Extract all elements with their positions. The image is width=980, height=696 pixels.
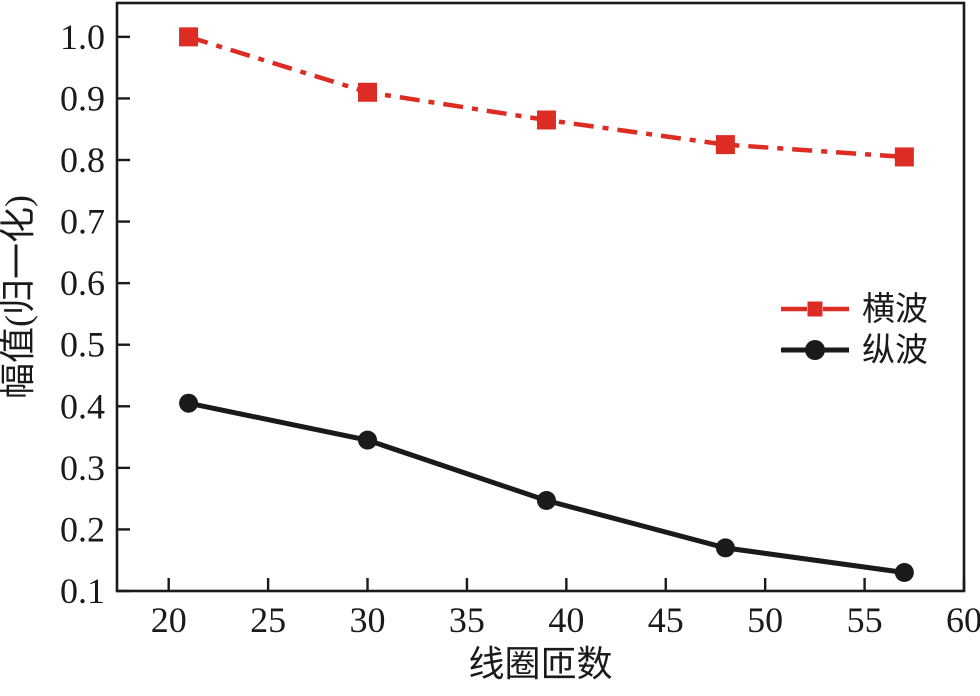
series-line <box>188 400 905 576</box>
data-point-circle <box>715 538 735 558</box>
data-point-square <box>715 135 735 155</box>
legend-item: 横波 <box>781 291 928 328</box>
x-tick-label: 55 <box>847 600 883 640</box>
series-纵波 <box>179 393 914 583</box>
series-group <box>179 27 914 583</box>
x-tick-label: 50 <box>747 600 783 640</box>
data-point-square <box>894 147 914 167</box>
y-axis-title: 幅值(归一化) <box>0 195 38 399</box>
y-tick-label: 0.3 <box>60 448 105 488</box>
series-横波 <box>179 27 914 167</box>
legend-label: 纵波 <box>862 332 928 369</box>
data-point-square <box>807 301 823 317</box>
data-point-circle <box>358 430 378 450</box>
x-tick-label: 20 <box>151 600 187 640</box>
y-axis-ticks: 0.1 0.2 0.3 0.4 0.5 0.6 0.7 0.8 0.9 1.0 <box>60 17 130 611</box>
data-point-circle <box>805 340 825 360</box>
data-point-circle <box>536 490 556 510</box>
plot-border <box>115 1 966 593</box>
data-point-circle <box>894 563 914 583</box>
y-tick-label: 0.5 <box>60 325 105 365</box>
y-tick-label: 0.7 <box>60 202 105 242</box>
series-line <box>187 34 905 160</box>
y-tick-label: 1.0 <box>60 17 105 57</box>
data-point-square <box>536 110 556 130</box>
y-tick-label: 0.4 <box>60 386 105 426</box>
legend-item: 纵波 <box>781 332 928 369</box>
y-tick-label: 0.6 <box>60 263 105 303</box>
y-tick-label: 0.9 <box>60 78 105 118</box>
x-tick-label: 35 <box>449 600 485 640</box>
x-tick-label: 40 <box>548 600 584 640</box>
x-tick-label: 25 <box>250 600 286 640</box>
x-tick-label: 30 <box>350 600 386 640</box>
data-point-square <box>358 82 378 102</box>
data-point-circle <box>179 393 199 413</box>
x-axis-title: 线圈匝数 <box>468 644 612 684</box>
x-tick-label: 45 <box>648 600 684 640</box>
x-tick-label: 60 <box>946 600 980 640</box>
data-point-square <box>179 27 199 47</box>
y-tick-label: 0.1 <box>60 571 105 611</box>
y-tick-label: 0.2 <box>60 509 105 549</box>
y-tick-label: 0.8 <box>60 140 105 180</box>
legend-label: 横波 <box>862 291 928 328</box>
x-axis-ticks: 20 25 30 35 40 45 50 55 60 <box>151 578 980 640</box>
